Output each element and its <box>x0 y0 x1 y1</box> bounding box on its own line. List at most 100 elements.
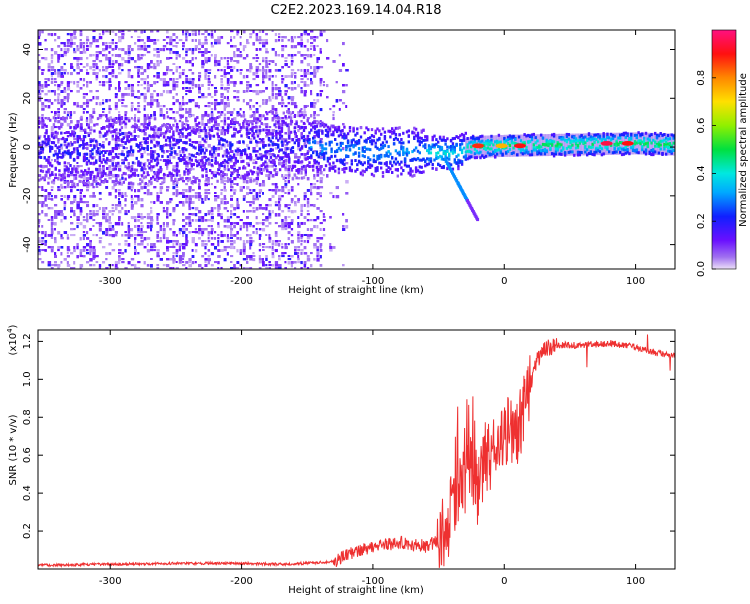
spectrogram-ridge-cell <box>100 180 103 183</box>
spectrogram-noise-cell <box>150 207 153 210</box>
spectrogram-ridge-cell <box>60 122 63 126</box>
spectrogram-ridge-cell <box>295 176 298 180</box>
spectrogram-ridge-cell <box>514 138 517 142</box>
spectrogram-ridge-cell <box>183 158 186 162</box>
spectrogram-ridge-cell <box>100 127 103 130</box>
spectrogram-noise-cell <box>76 45 79 48</box>
spectrogram-noise-cell <box>316 93 319 97</box>
spectrogram-noise-cell <box>111 210 115 213</box>
spectrogram-noise-cell <box>281 210 285 213</box>
spectrogram-ridge-cell <box>251 172 254 176</box>
spectrogram-ridge-cell <box>288 115 291 119</box>
spectrogram-noise-cell <box>316 198 319 200</box>
spectrogram-ridge-cell <box>220 170 223 174</box>
spectrogram-ridge-cell <box>71 132 74 136</box>
spectrogram-ridge-cell <box>365 126 368 130</box>
spectrogram-noise-cell <box>303 240 306 243</box>
spectrogram-noise-cell <box>287 177 290 180</box>
spectrogram-ridge-cell <box>122 171 125 175</box>
spectrogram-noise-cell <box>76 225 79 229</box>
spectrogram-ridge-cell <box>282 120 285 124</box>
spectrogram-noise-cell <box>76 135 80 139</box>
spectrogram-ridge-cell <box>89 161 92 165</box>
spectrogram-ridge-cell <box>129 145 133 149</box>
spectrogram-noise-cell <box>146 87 150 91</box>
spectrogram-noise-cell <box>121 33 125 36</box>
spectrogram-noise-cell <box>102 207 105 210</box>
spectrogram-ridge-cell <box>264 150 267 154</box>
spectrogram-noise-cell <box>297 156 301 159</box>
spectrogram-noise-cell <box>332 114 335 117</box>
spectrogram-ridge-cell <box>98 130 102 134</box>
spectrogram-noise-cell <box>342 225 345 228</box>
spectrogram-noise-cell <box>79 249 83 253</box>
spectrogram-noise-cell <box>92 210 95 214</box>
spectrogram-noise-cell <box>111 75 115 78</box>
spectrogram-ridge-cell <box>466 143 469 147</box>
spectrogram-noise-cell <box>217 261 220 265</box>
spectrogram-noise-cell <box>214 102 218 106</box>
spectrogram-noise-cell <box>258 30 262 33</box>
spectrogram-ridge-cell <box>418 136 421 140</box>
spectrogram-noise-cell <box>194 192 199 195</box>
spectrogram-noise-cell <box>201 255 205 258</box>
spectrogram-noise-cell <box>102 102 105 105</box>
spectrogram-noise-cell <box>319 90 324 93</box>
spectrogram-noise-cell <box>198 228 202 232</box>
spectrogram-noise-cell <box>95 96 100 100</box>
spectrogram-noise-cell <box>156 39 160 42</box>
spectrogram-ridge-cell <box>185 148 188 152</box>
spectrogram-noise-cell <box>150 117 153 120</box>
spectrogram-noise-cell <box>294 81 296 84</box>
spectrogram-noise-cell <box>182 255 185 258</box>
spectrogram-noise-cell <box>41 204 44 208</box>
spectrogram-noise-cell <box>137 183 140 186</box>
spectrogram-noise-cell <box>98 135 102 139</box>
spectrogram-ridge-cell <box>190 163 193 166</box>
spectrogram-noise-cell <box>185 75 188 78</box>
spectrogram-noise-cell <box>137 96 141 99</box>
spectrogram-noise-cell <box>290 201 294 204</box>
spectrogram-noise-cell <box>47 156 51 159</box>
spectrogram-noise-cell <box>278 69 282 72</box>
spectrogram-ridge-cell <box>416 131 420 135</box>
spectrogram-ridge-cell <box>144 127 147 131</box>
spectrogram-noise-cell <box>156 132 159 136</box>
spectrogram-ridge-cell <box>71 130 74 134</box>
spectrogram-noise-cell <box>98 183 102 186</box>
spectrogram-ridge-cell <box>247 131 250 135</box>
spectrogram-noise-cell <box>265 72 268 75</box>
spectrogram-noise-cell <box>162 45 167 48</box>
spectrogram-noise-cell <box>124 165 127 169</box>
spectrogram-ridge-cell <box>243 148 247 152</box>
spectrogram-ridge-cell <box>227 151 230 155</box>
spectrogram-noise-cell <box>159 189 163 193</box>
spectrogram-ridge-cell <box>407 129 410 133</box>
spectrogram-ridge-cell <box>319 124 322 128</box>
spectrogram-noise-cell <box>284 117 288 120</box>
spectrogram-ridge-cell <box>225 148 228 152</box>
spectrogram-ridge-cell <box>168 129 171 133</box>
spectrogram-ridge-cell <box>212 124 216 128</box>
spectrogram-noise-cell <box>258 48 262 51</box>
spectrogram-noise-cell <box>57 267 60 269</box>
spectrogram-ridge-cell <box>131 124 135 128</box>
spectrogram-noise-cell <box>159 105 163 108</box>
spectrogram-ridge-cell <box>402 150 405 154</box>
spectrogram-noise-cell <box>284 132 287 135</box>
spectrogram-ridge-cell <box>47 181 50 185</box>
spectrogram-ridge-cell <box>413 148 416 152</box>
spectrogram-ridge-cell <box>503 136 506 140</box>
spectrogram-noise-cell <box>207 72 211 74</box>
spectrogram-noise-cell <box>230 231 233 234</box>
spectrogram-ridge-cell <box>251 114 254 118</box>
spectrogram-noise-cell <box>121 96 125 99</box>
spectrogram-ridge-cell <box>87 125 90 129</box>
spectrogram-noise-cell <box>191 114 195 117</box>
spectrogram-noise-cell <box>265 57 268 60</box>
spectrogram-ridge-cell <box>420 171 423 174</box>
spectrogram-ridge-cell <box>413 135 416 139</box>
spectrogram-noise-cell <box>159 60 162 64</box>
spectrogram-noise-cell <box>252 207 255 210</box>
spectrogram-noise-cell <box>284 168 288 172</box>
